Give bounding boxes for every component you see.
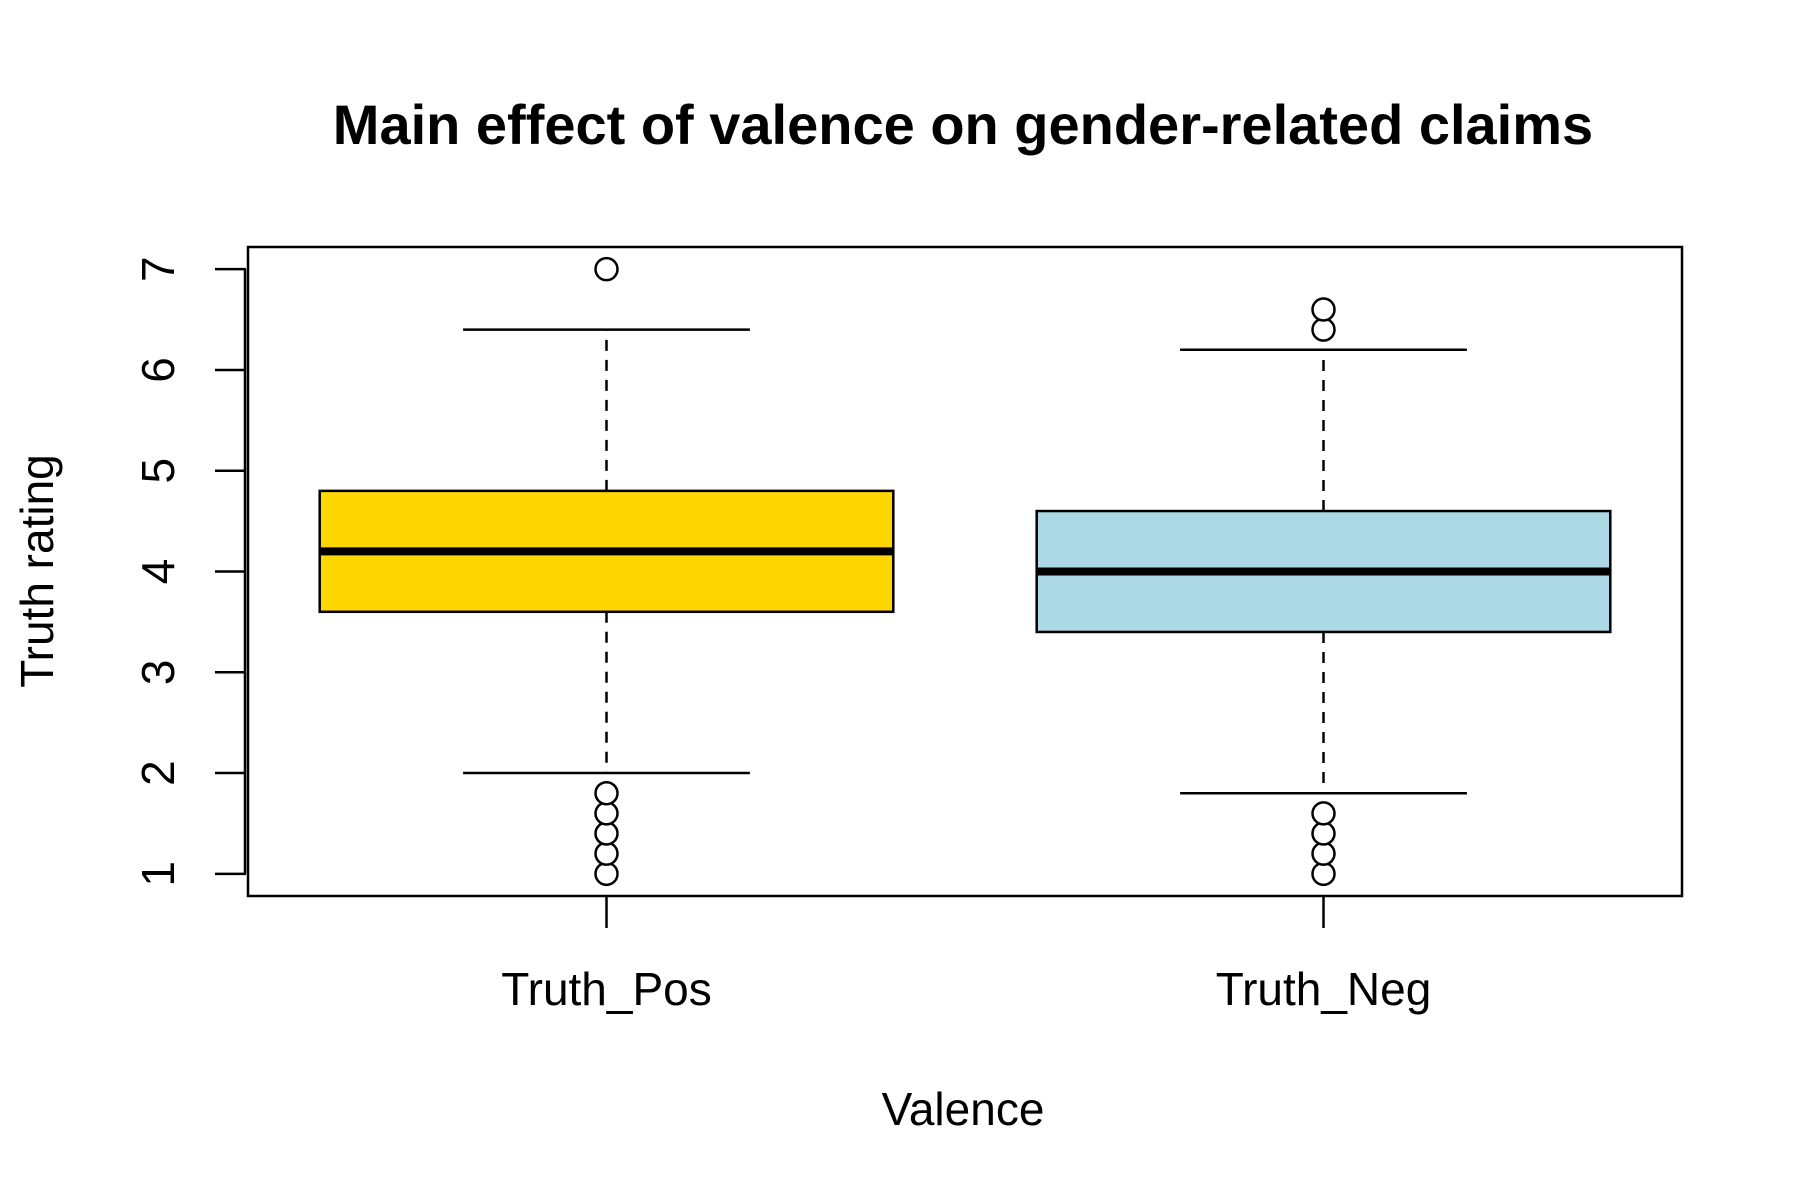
- y-tick-label: 4: [132, 559, 184, 585]
- outlier-point: [1311, 801, 1336, 826]
- plot-frame: [246, 245, 1684, 898]
- outlier-point: [1311, 297, 1336, 322]
- outlier-point: [594, 256, 619, 282]
- outlier-point: [594, 861, 619, 887]
- chart-title: Main effect of valence on gender-related…: [333, 93, 1593, 156]
- outlier-point: [594, 780, 619, 806]
- y-tick-label: 6: [132, 357, 184, 383]
- box-group: [318, 256, 895, 887]
- outlier-point: [1311, 317, 1336, 342]
- x-tick-label: Truth_Neg: [1216, 963, 1432, 1015]
- x-axis-label: Valence: [882, 1083, 1045, 1135]
- y-tick-label: 5: [132, 458, 184, 484]
- y-axis: 1 2 3 4 5 6 7: [132, 256, 247, 887]
- outlier-point: [594, 841, 619, 866]
- x-tick-label: Truth_Pos: [501, 963, 712, 1015]
- outlier-point: [1311, 841, 1336, 866]
- boxes-layer: [318, 256, 1612, 887]
- outlier-point: [1311, 861, 1336, 887]
- outlier-point: [594, 821, 619, 846]
- y-tick-label: 7: [132, 256, 184, 282]
- outlier-point: [1311, 821, 1336, 846]
- y-tick-label: 1: [132, 861, 184, 887]
- y-tick-label: 2: [132, 760, 184, 786]
- y-tick-label: 3: [132, 659, 184, 685]
- outlier-point: [594, 801, 619, 826]
- x-axis: Truth_Pos Truth_Neg: [501, 896, 1431, 1015]
- y-axis-label: Truth rating: [11, 454, 63, 688]
- box-group: [1035, 297, 1612, 887]
